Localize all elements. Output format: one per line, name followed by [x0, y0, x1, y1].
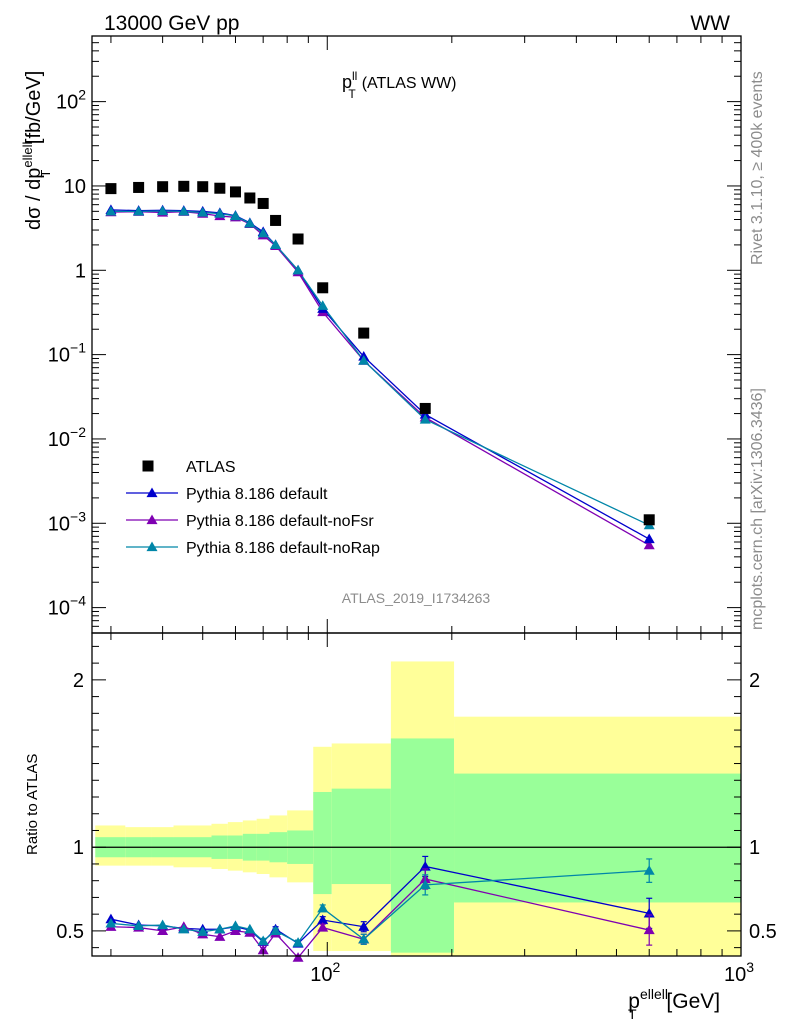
top-series-3-point-3 — [178, 205, 190, 216]
x-axis-label: pellell T [GeV] — [628, 986, 720, 1022]
ratio-series-2-point-1 — [133, 920, 145, 931]
top-ytick-label-5: 10 — [64, 176, 86, 198]
legend-label-2: Pythia 8.186 default-noFsr — [186, 513, 374, 530]
ratio-ytick-label-0: 0.5 — [56, 921, 84, 943]
header-left: 13000 GeV pp — [104, 12, 239, 35]
main-panel — [105, 180, 655, 550]
ratio-ytick-label-r-1: 1 — [749, 837, 760, 859]
atlas-point-9 — [270, 214, 282, 226]
top-series-3-point-13 — [419, 414, 431, 424]
ratio-ytick-label-r-0: 0.5 — [749, 921, 777, 943]
legend-label-1: Pythia 8.186 default — [186, 486, 328, 503]
band-inner-13 — [390, 738, 455, 953]
ratio-series-1-point-6 — [229, 925, 241, 936]
header-right: WW — [690, 12, 730, 35]
ratio-series-2-point-2 — [157, 919, 169, 930]
mcplots-label: mcplots.cern.ch [arXiv:1306.3436] — [749, 388, 766, 630]
atlas-point-3 — [178, 180, 190, 192]
atlas-point-6 — [229, 186, 241, 198]
ratio-xtick-label-1: 103 — [724, 959, 754, 986]
top-ytick-label-4: 1 — [75, 260, 86, 282]
analysis-watermark: ATLAS_2019_I1734263 — [342, 590, 491, 606]
top-series-line-3 — [110, 210, 650, 526]
ratio-series-2-point-14 — [643, 865, 655, 875]
top-series-3-point-12 — [358, 355, 370, 365]
legend-label-0: ATLAS — [186, 459, 236, 476]
y-axis-label: dσ / dpellellT [fb/GeV] — [20, 71, 53, 230]
atlas-point-0 — [105, 183, 117, 195]
atlas-point-14 — [643, 514, 655, 526]
legend-marker-atlas — [142, 460, 154, 472]
ratio-series-2-point-7 — [244, 923, 256, 934]
top-ytick-label-2: 10−2 — [48, 424, 86, 451]
atlas-point-2 — [157, 181, 169, 193]
ratio-uncertainty-bands — [92, 661, 741, 956]
band-inner-12 — [331, 788, 391, 885]
top-series-3-point-2 — [157, 205, 169, 216]
band-inner-14 — [454, 773, 741, 903]
top-ytick-label-1: 10−3 — [48, 508, 86, 535]
top-series-1-point-14 — [643, 533, 655, 544]
atlas-point-7 — [244, 192, 256, 204]
top-series-3-point-1 — [133, 205, 145, 216]
ratio-series-2-point-13 — [419, 879, 431, 889]
ratio-panel — [105, 855, 655, 962]
ratio-series-2-point-10 — [292, 937, 304, 947]
ratio-series-2-point-6 — [229, 920, 241, 931]
band-inner-11 — [313, 791, 332, 895]
plot-title: pll T(ATLAS WW) — [342, 69, 457, 101]
ratio-series-1-point-5 — [214, 931, 226, 941]
top-series-2-point-14 — [643, 539, 655, 550]
atlas-point-4 — [197, 181, 209, 193]
ratio-series-2-point-12 — [358, 933, 370, 944]
top-series-3-point-8 — [257, 227, 269, 238]
atlas-point-8 — [257, 197, 269, 209]
atlas-point-1 — [133, 181, 145, 193]
atlas-point-10 — [292, 233, 304, 245]
ratio-series-1-point-10 — [292, 952, 304, 962]
top-ytick-label-0: 10−4 — [48, 593, 86, 620]
ratio-ytick-label-2: 2 — [73, 670, 84, 692]
top-ytick-label-6: 102 — [56, 87, 86, 114]
legend-marker-3 — [146, 541, 158, 552]
top-series-3-point-10 — [292, 264, 304, 275]
rivet-version-label: Rivet 3.1.10, ≥ 400k events — [749, 71, 766, 265]
ratio-series-2-point-9 — [270, 925, 282, 936]
ratio-series-0-point-12 — [358, 921, 370, 931]
ratio-xtick-label-0: 102 — [310, 959, 340, 986]
top-series-3-point-6 — [229, 210, 241, 221]
axes: 10−4 10−3 10−2 10−1 1 10 102 102 103 0.5 0.5 1 1 2 2 — [48, 35, 777, 986]
top-series-3-point-7 — [244, 217, 256, 228]
top-series-3-point-4 — [197, 206, 209, 217]
ratio-series-0-point-11 — [317, 914, 329, 925]
atlas-point-11 — [317, 282, 329, 294]
top-ytick-label-3: 10−1 — [48, 340, 86, 367]
top-series-3-point-11 — [317, 300, 329, 310]
ratio-series-0-point-13 — [419, 860, 431, 871]
ratio-series-2-point-0 — [105, 917, 117, 928]
legend-marker-1 — [146, 487, 158, 498]
legend: ATLAS Pythia 8.186 default Pythia 8.186 de… — [126, 459, 380, 557]
ratio-series-2-point-11 — [317, 902, 329, 913]
ratio-ytick-label-1: 1 — [73, 837, 84, 859]
top-series-3-point-9 — [270, 239, 282, 250]
ratio-series-1-point-14 — [643, 924, 655, 935]
ratio-series-1-point-2 — [157, 925, 169, 936]
ratio-ytick-label-r-2: 2 — [749, 670, 760, 692]
ratio-frame — [91, 632, 742, 957]
ratio-series-2-point-3 — [178, 923, 190, 934]
ratio-series-2-point-5 — [214, 923, 226, 934]
ratio-series-2-point-8 — [257, 935, 269, 946]
ratio-series-2-point-4 — [197, 926, 209, 936]
top-series-3-point-5 — [214, 208, 226, 218]
ratio-y-axis-label: Ratio to ATLAS — [24, 754, 41, 855]
atlas-point-13 — [419, 402, 431, 414]
ratio-series-1-point-11 — [317, 922, 329, 932]
legend-label-3: Pythia 8.186 default-noRap — [186, 540, 380, 557]
legend-marker-2 — [146, 514, 158, 525]
atlas-point-12 — [358, 327, 370, 339]
top-series-3-point-0 — [105, 205, 117, 216]
atlas-point-5 — [214, 182, 226, 194]
